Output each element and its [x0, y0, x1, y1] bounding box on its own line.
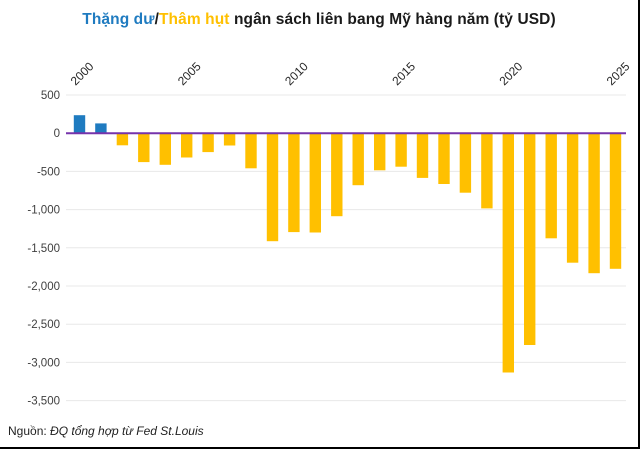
bar-2002 [116, 133, 129, 146]
x-tick-label-2020: 2020 [497, 59, 526, 88]
y-tick-label--2000: -2,000 [27, 281, 60, 293]
bar-2011 [309, 133, 321, 233]
y-axis-tick-labels: 500 0 -500 -1,000 -1,500 -2,000 -2,500 -3,000 -3… [27, 90, 60, 408]
bar-2001 [95, 123, 107, 134]
bar-2018 [459, 133, 472, 193]
source-note: Nguồn: ĐQ tổng hợp từ Fed St.Louis [8, 424, 204, 438]
bar-2003 [138, 133, 150, 163]
bar-2022 [545, 133, 557, 239]
bar-2010 [288, 133, 300, 233]
source-text: ĐQ tổng hợp từ Fed St.Louis [50, 424, 204, 438]
bar-2007 [223, 133, 236, 146]
y-tick-label--2500: -2,500 [27, 319, 60, 331]
x-tick-label-2015: 2015 [389, 59, 418, 88]
bar-2016 [416, 133, 429, 178]
title-surplus-word: Thặng dư [82, 11, 155, 28]
y-tick-label--3000: -3,000 [27, 357, 60, 369]
x-tick-label-2005: 2005 [175, 59, 204, 88]
bar-2012 [331, 133, 343, 217]
bar-2023 [566, 133, 579, 263]
y-tick-label--3500: -3,500 [27, 396, 60, 408]
bar-2024 [588, 133, 600, 274]
bar-2000 [73, 115, 86, 134]
bar-2021 [524, 133, 536, 345]
title-rest: ngân sách liên bang Mỹ hàng năm (tỷ USD) [229, 11, 556, 28]
gridlines [66, 94, 626, 402]
bar-2014 [374, 133, 386, 171]
x-tick-label-2010: 2010 [282, 59, 311, 88]
y-tick-label--500: -500 [37, 166, 60, 178]
bar-2020 [502, 133, 514, 373]
x-tick-label-2025: 2025 [604, 59, 633, 88]
y-tick-label--1500: -1,500 [27, 243, 60, 255]
bar-2009 [266, 133, 279, 242]
x-tick-label-2000: 2000 [68, 59, 97, 88]
y-tick-label-500: 500 [41, 90, 60, 102]
bar-2005 [181, 133, 193, 158]
y-tick-label-0: 0 [54, 128, 60, 140]
bar-2015 [395, 133, 407, 167]
title-slash: / [154, 11, 159, 28]
bar-2008 [245, 133, 257, 169]
chart-title: Thặng dư/Thâm hụt ngân sách liên bang Mỹ… [0, 11, 638, 29]
x-axis-tick-labels: 2000 2005 2010 2015 2020 2025 [68, 59, 633, 88]
title-deficit-word: Thâm hụt [158, 11, 230, 28]
bar-2006 [202, 133, 214, 153]
bar-2017 [438, 133, 450, 184]
bar-2019 [481, 133, 493, 209]
source-prefix: Nguồn: [8, 424, 51, 438]
bars [73, 115, 622, 373]
bar-2004 [159, 133, 171, 165]
y-tick-label--1000: -1,000 [27, 205, 60, 217]
bar-2025 [609, 133, 622, 269]
bar-2013 [352, 133, 364, 186]
